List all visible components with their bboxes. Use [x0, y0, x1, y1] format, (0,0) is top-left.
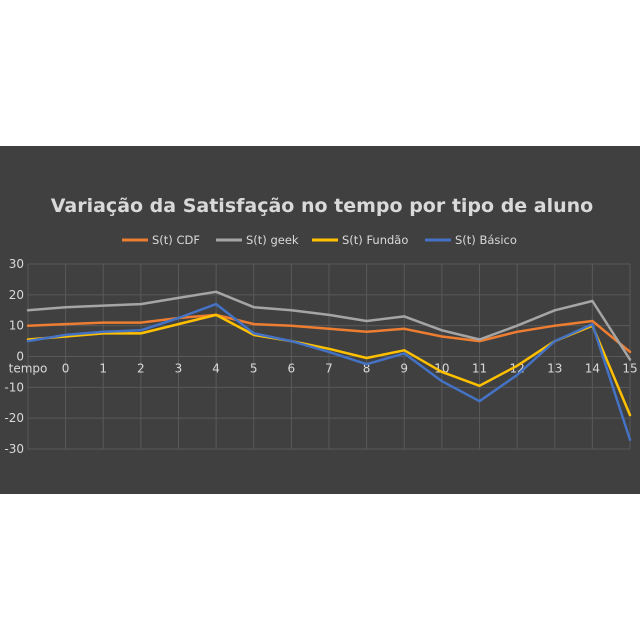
x-tick-label: 4 — [212, 362, 220, 376]
y-tick-label: -20 — [4, 411, 24, 425]
legend-item: S(t) geek — [216, 233, 299, 247]
series-line-1 — [26, 313, 632, 354]
legend-label: S(t) Fundão — [342, 233, 408, 247]
legend-item: S(t) CDF — [122, 233, 200, 247]
legend-item: S(t) Básico — [425, 233, 517, 247]
y-tick-label: -30 — [4, 442, 24, 456]
x-tick-label: 11 — [472, 362, 487, 376]
x-tick-label: 1 — [99, 362, 107, 376]
y-tick-label: 20 — [9, 288, 24, 302]
legend-label: S(t) CDF — [152, 233, 200, 247]
y-tick-label: 30 — [9, 257, 24, 271]
x-tick-label: 5 — [250, 362, 258, 376]
grid — [27, 263, 631, 450]
x-tick-label: 8 — [363, 362, 371, 376]
legend-item: S(t) Fundão — [312, 233, 408, 247]
x-tick-label: 15 — [622, 362, 637, 376]
series-lines — [26, 290, 632, 442]
x-tick-label: 13 — [547, 362, 562, 376]
series-line-2 — [26, 290, 632, 361]
chart-title: Variação da Satisfação no tempo por tipo… — [51, 195, 594, 217]
x-tick-label: 0 — [62, 362, 70, 376]
legend-label: S(t) Básico — [455, 233, 517, 247]
line-chart: Variação da Satisfação no tempo por tipo… — [4, 195, 638, 456]
x-tick-label: 3 — [175, 362, 183, 376]
series-line-4 — [26, 302, 632, 442]
y-tick-label: 0 — [16, 350, 24, 364]
x-tick-label: 2 — [137, 362, 145, 376]
chart-panel: Variação da Satisfação no tempo por tipo… — [0, 146, 640, 494]
x-tick-label: 14 — [585, 362, 600, 376]
legend-label: S(t) geek — [246, 233, 299, 247]
x-tick-label: tempo — [9, 362, 48, 376]
y-tick-label: 10 — [9, 319, 24, 333]
x-axis-ticks: tempo 0 1 2 3 4 5 6 7 8 9 10 11 12 13 14 15 — [9, 362, 638, 376]
y-axis-ticks: 30 20 10 0 -10 -20 -30 — [4, 257, 24, 456]
x-tick-label: 7 — [325, 362, 333, 376]
series-line-3 — [26, 313, 632, 417]
x-tick-label: 6 — [288, 362, 296, 376]
y-tick-label: -10 — [4, 380, 24, 394]
legend: S(t) CDF S(t) geek S(t) Fundão S(t) Básico — [122, 233, 517, 247]
x-tick-label: 9 — [400, 362, 408, 376]
